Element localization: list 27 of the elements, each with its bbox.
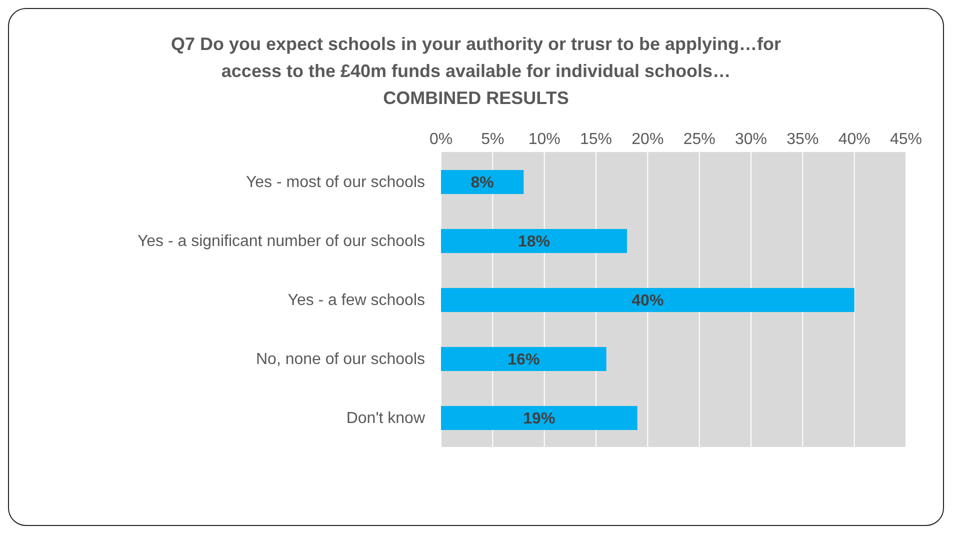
y-tick-label: No, none of our schools: [256, 351, 425, 368]
x-tick-label: 20%: [632, 131, 664, 148]
x-tick-label: 40%: [838, 131, 870, 148]
data-label: 19%: [523, 410, 556, 428]
x-tick-label: 45%: [890, 131, 922, 148]
bar: [441, 288, 854, 312]
y-tick-label: Don't know: [346, 410, 426, 428]
y-tick-label: Yes - a significant number of our schools: [137, 233, 425, 250]
x-tick-label: 0%: [429, 131, 453, 148]
chart-subtitle: COMBINED RESULTS: [382, 87, 570, 110]
y-tick-label: Yes - most of our schools: [246, 174, 425, 192]
x-tick-label: 25%: [683, 131, 716, 148]
data-label: 40%: [632, 292, 664, 310]
chart-title: Q7 Do you expect schools in your authority or trusr to be applying…for access to the £40m funds available for individual schools…: [170, 33, 782, 83]
x-tick-label: 15%: [580, 131, 612, 148]
data-label: 18%: [518, 234, 550, 251]
data-label: 16%: [508, 352, 540, 369]
x-tick-label: 35%: [786, 131, 819, 148]
bar: [441, 406, 638, 430]
x-tick-label: 10%: [528, 131, 560, 148]
bar: [441, 170, 524, 194]
x-tick-label: 5%: [481, 131, 504, 148]
y-tick-label: Yes - a few schools: [288, 292, 425, 310]
data-label: 8%: [470, 174, 494, 192]
bar: [441, 229, 627, 253]
x-tick-label: 30%: [734, 131, 768, 148]
bar: [441, 347, 606, 371]
